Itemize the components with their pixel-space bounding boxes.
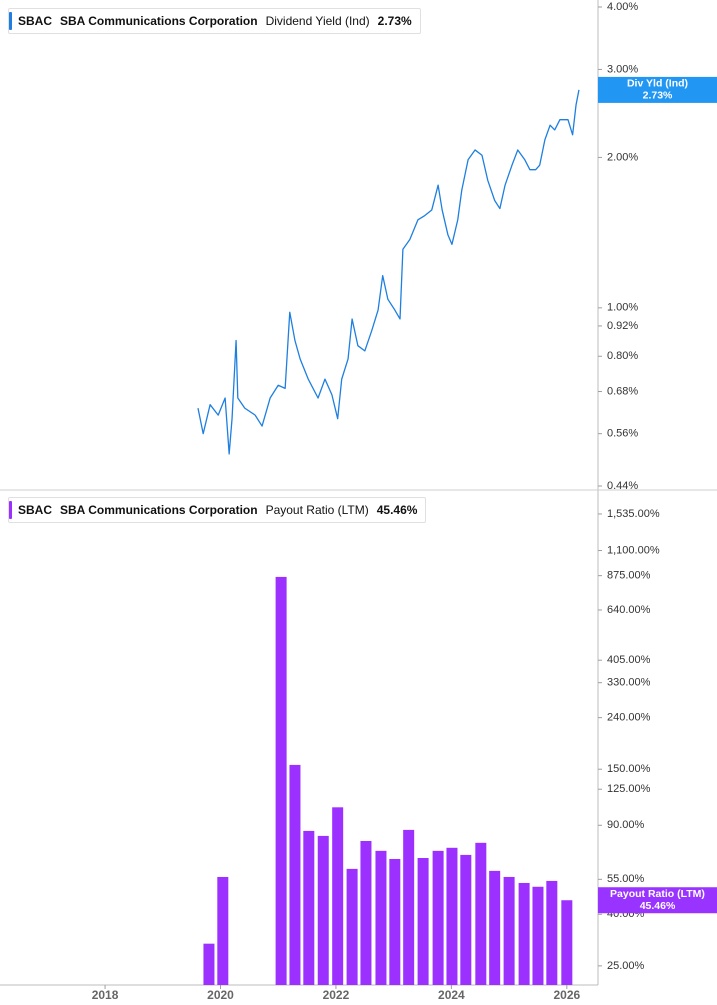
- badge-box: [598, 887, 717, 914]
- legend-swatch: [9, 12, 12, 30]
- x-tick-label: 2018: [92, 988, 119, 1002]
- bar: [332, 807, 344, 985]
- legend: SBAC SBA Communications Corporation Payo…: [8, 497, 427, 523]
- bar: [203, 943, 215, 985]
- series-value: 2.73%: [377, 14, 412, 28]
- y-tick-label: 0.56%: [607, 428, 638, 440]
- y-tick-label: 0.68%: [607, 385, 638, 397]
- bar: [217, 876, 229, 985]
- y-tick-label: 3.00%: [607, 63, 638, 75]
- badge-value: 45.46%: [640, 900, 676, 912]
- series-value: 45.46%: [376, 503, 418, 517]
- ticker: SBAC: [18, 14, 53, 28]
- series-name: Dividend Yield (Ind): [265, 14, 370, 28]
- y-tick-label: 150.00%: [607, 763, 651, 775]
- y-tick-label: 1.00%: [607, 302, 638, 314]
- y-tick-label: 640.00%: [607, 604, 651, 616]
- bar: [518, 882, 530, 985]
- bar: [432, 850, 444, 985]
- bar: [417, 857, 429, 985]
- x-tick-label: 2024: [438, 988, 465, 1002]
- badge-value: 2.73%: [643, 90, 673, 102]
- y-tick-label: 240.00%: [607, 712, 651, 724]
- bar: [489, 870, 501, 985]
- y-tick-label: 125.00%: [607, 783, 651, 795]
- bar: [446, 847, 458, 985]
- x-tick-label: 2022: [323, 988, 350, 1002]
- series-name: Payout Ratio (LTM): [265, 503, 369, 517]
- y-tick-label: 25.00%: [607, 960, 645, 972]
- y-tick-label: 405.00%: [607, 654, 651, 666]
- bar: [475, 842, 487, 985]
- company-name: SBA Communications Corporation: [60, 503, 258, 517]
- badge-name: Div Yld (Ind): [627, 78, 688, 90]
- data-line: [197, 89, 580, 455]
- y-tick-label: 0.80%: [607, 350, 638, 362]
- bar: [403, 829, 415, 985]
- y-tick-label: 1,535.00%: [607, 508, 660, 520]
- y-tick-label: 330.00%: [607, 677, 651, 689]
- bar: [289, 764, 301, 985]
- y-tick-label: 0.92%: [607, 320, 638, 332]
- value-badge: Div Yld (Ind)2.73%: [598, 76, 717, 103]
- bar: [275, 576, 287, 985]
- bar: [346, 868, 358, 985]
- y-tick-label: 0.44%: [607, 480, 638, 492]
- x-tick-label: 2020: [207, 988, 234, 1002]
- y-tick-label: 875.00%: [607, 570, 651, 582]
- y-tick-label: 4.00%: [607, 1, 638, 13]
- x-tick-label: 2026: [553, 988, 580, 1002]
- bar: [561, 900, 573, 985]
- bar: [460, 854, 472, 985]
- company-name: SBA Communications Corporation: [60, 14, 258, 28]
- badge-box: [598, 76, 717, 103]
- badge-name: Payout Ratio (LTM): [610, 888, 705, 900]
- bar: [532, 886, 544, 985]
- bar: [389, 858, 401, 985]
- bar: [303, 830, 315, 985]
- value-badge: Payout Ratio (LTM)45.46%: [598, 887, 717, 914]
- bar: [317, 835, 329, 985]
- ticker: SBAC: [18, 503, 53, 517]
- y-tick-label: 1,100.00%: [607, 544, 660, 556]
- bar: [375, 850, 387, 985]
- legend: SBAC SBA Communications Corporation Divi…: [8, 8, 421, 34]
- y-tick-label: 2.00%: [607, 151, 638, 163]
- y-tick-label: 55.00%: [607, 873, 645, 885]
- y-tick-label: 90.00%: [607, 819, 645, 831]
- bar: [503, 876, 515, 985]
- bar: [360, 840, 372, 985]
- legend-swatch: [9, 501, 12, 519]
- bar: [546, 880, 558, 985]
